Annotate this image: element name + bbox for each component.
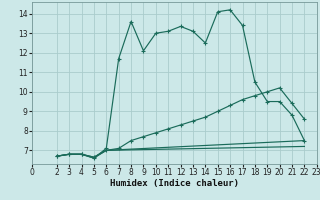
X-axis label: Humidex (Indice chaleur): Humidex (Indice chaleur) [110,179,239,188]
